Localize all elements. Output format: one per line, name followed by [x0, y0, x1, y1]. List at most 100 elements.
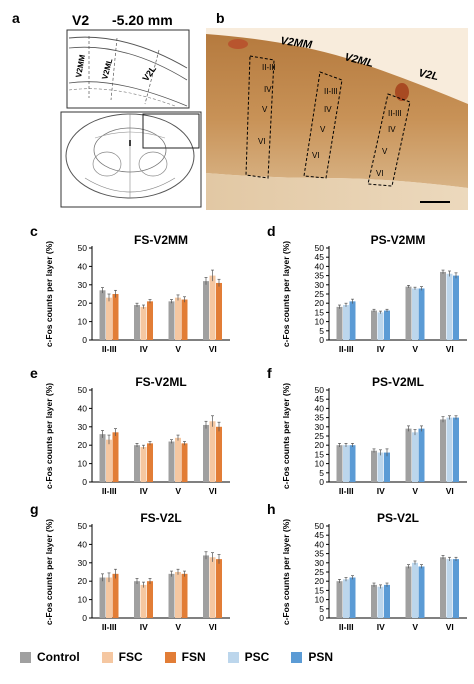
y-tick-label: 50: [78, 521, 88, 531]
bar-psc-vi: [446, 559, 453, 618]
x-tick-label: VI: [209, 486, 217, 496]
x-tick-label: II-III: [339, 622, 354, 632]
y-tick-label: 15: [315, 307, 325, 317]
x-tick-label: IV: [377, 622, 385, 632]
histo-layer-2-2-3: II-III: [324, 87, 338, 96]
y-tick-label: 0: [319, 613, 324, 623]
bar-fsn-iv: [147, 443, 153, 482]
bar-fsn-ii-iii: [112, 294, 119, 340]
panel-letter-e: e: [30, 365, 38, 381]
legend-label: FSC: [118, 650, 143, 664]
bar-fsc-ii-iii: [106, 439, 112, 482]
bar-fsc-iv: [140, 306, 147, 340]
bar-control-vi: [203, 424, 209, 482]
legend-item-fsc: FSC: [101, 650, 143, 664]
panel-a-coordinate: -5.20 mm: [112, 12, 173, 28]
y-tick-label: 20: [315, 576, 325, 586]
chart-title: FS-V2MM: [134, 233, 188, 247]
bar-control-ii-iii: [336, 306, 343, 340]
y-tick-label: 50: [78, 385, 88, 395]
y-tick-label: 50: [315, 243, 325, 253]
histology-image: V2MM V2ML V2L II-III IV V VI II-III IV V…: [206, 28, 468, 210]
y-tick-label: 25: [315, 431, 325, 441]
bar-psn-v: [418, 288, 425, 340]
x-tick-label: II-III: [102, 622, 117, 632]
bar-control-ii-iii: [99, 577, 106, 618]
y-tick-label: 50: [315, 385, 325, 395]
histo-layer-1-6: VI: [258, 137, 266, 146]
x-tick-label: V: [412, 486, 418, 496]
y-tick-label: 35: [315, 413, 325, 423]
legend-label: PSN: [308, 650, 334, 664]
y-tick-label: 20: [78, 298, 88, 308]
panel-letter-f: f: [267, 365, 272, 381]
y-tick-label: 20: [78, 440, 88, 450]
bar-control-iv: [371, 584, 377, 618]
y-tick-label: 30: [315, 422, 325, 432]
bar-psn-ii-iii: [349, 577, 356, 618]
bar-control-vi: [440, 419, 446, 482]
legend-swatch: [101, 651, 113, 663]
panel-letter-h: h: [267, 501, 276, 517]
x-tick-label: V: [412, 622, 418, 632]
bar-psn-iv: [384, 310, 390, 340]
y-tick-label: 20: [315, 298, 325, 308]
y-tick-label: 40: [78, 403, 88, 413]
panel-letter-c: c: [30, 223, 38, 239]
y-tick-label: 10: [315, 317, 325, 327]
bar-fsn-ii-iii: [112, 432, 119, 482]
y-tick-label: 20: [315, 440, 325, 450]
y-tick-label: 15: [315, 585, 325, 595]
chart-panel-d: d PS-V2MM c-Fos counts per layer (%) 051015…: [267, 223, 467, 354]
x-tick-label: II-III: [102, 486, 117, 496]
x-tick-label: VI: [446, 486, 454, 496]
y-tick-label: 50: [78, 243, 88, 253]
y-axis-label: c-Fos counts per layer (%): [281, 383, 291, 489]
bar-psc-vi: [446, 417, 453, 482]
y-tick-label: 10: [78, 459, 88, 469]
bar-control-ii-iii: [336, 445, 343, 482]
bar-psc-iv: [377, 452, 384, 482]
y-tick-label: 30: [78, 558, 88, 568]
y-tick-label: 35: [315, 549, 325, 559]
y-tick-label: 10: [78, 595, 88, 605]
panel-letter-d: d: [267, 223, 276, 239]
atlas-schematic: V2MM V2ML V2L: [60, 29, 202, 208]
x-tick-label: VI: [446, 622, 454, 632]
histo-label-v2mm: V2MM: [280, 35, 314, 51]
y-tick-label: 45: [315, 530, 325, 540]
y-tick-label: 0: [82, 335, 87, 345]
bar-control-iv: [134, 305, 140, 340]
chart-legend: Control FSC FSN PSC PSN: [20, 650, 460, 664]
y-tick-label: 25: [315, 567, 325, 577]
bar-fsc-iv: [140, 447, 147, 482]
histo-layer-3-4: IV: [388, 125, 396, 134]
y-tick-label: 0: [82, 613, 87, 623]
legend-item-psn: PSN: [291, 650, 333, 664]
chart-title: PS-V2L: [377, 511, 419, 525]
bar-psc-v: [412, 562, 418, 618]
chart-title: PS-V2MM: [371, 233, 426, 247]
bar-fsn-iv: [147, 301, 153, 340]
histo-label-v2l: V2L: [417, 67, 440, 83]
legend-item-psc: PSC: [227, 650, 269, 664]
bar-psn-iv: [384, 584, 390, 618]
y-tick-label: 5: [319, 604, 324, 614]
y-tick-label: 40: [315, 539, 325, 549]
histo-layer-3-5: V: [382, 147, 388, 156]
bar-psn-v: [418, 428, 425, 482]
panel-letter-b: b: [216, 10, 225, 26]
histo-layer-1-4: IV: [264, 85, 272, 94]
histo-layer-1-5: V: [262, 105, 268, 114]
y-tick-label: 30: [315, 558, 325, 568]
bar-fsn-v: [181, 573, 188, 618]
x-tick-label: VI: [446, 344, 454, 354]
histo-layer-2-6: VI: [312, 151, 320, 160]
x-tick-label: IV: [140, 344, 148, 354]
bar-psn-iv: [384, 452, 390, 482]
bar-fsc-ii-iii: [106, 577, 112, 618]
bar-control-v: [168, 441, 175, 482]
bar-psc-ii-iii: [343, 579, 349, 618]
x-tick-label: V: [412, 344, 418, 354]
bar-control-vi: [440, 271, 446, 340]
